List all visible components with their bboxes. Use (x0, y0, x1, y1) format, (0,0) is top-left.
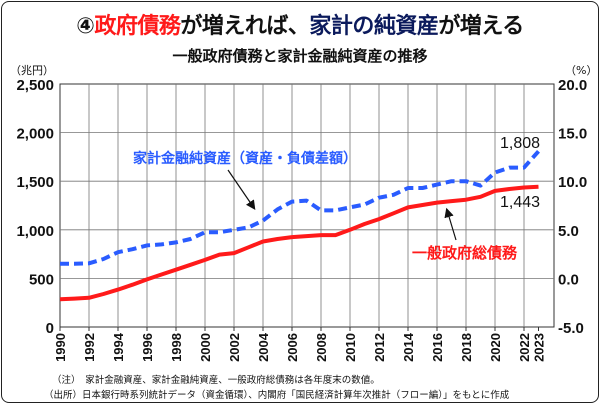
x-tick-label: 2018 (459, 333, 474, 362)
household-label-arrow (227, 169, 256, 210)
right-axis-unit: （%） (565, 64, 598, 77)
household-series-label: 家計金融純資産（資産・負債差額） (133, 150, 357, 167)
y-tick-label: 2,000 (16, 126, 54, 143)
x-tick-label: 2010 (343, 333, 358, 362)
y2-tick-label: 15.0 (558, 126, 587, 143)
y-tick-label: 500 (29, 271, 54, 288)
x-tick-label: 2006 (285, 333, 300, 362)
government-label-arrow (444, 207, 457, 241)
x-tick-label: 1996 (140, 333, 155, 362)
x-tick-label: 1990 (53, 333, 68, 362)
title-part-end: が増える (438, 14, 524, 39)
x-tick-label: 1994 (111, 332, 126, 362)
y2-tick-label: 20.0 (558, 77, 587, 94)
x-tick-label: 2014 (401, 332, 416, 362)
y-tick-label: 1,500 (16, 174, 54, 191)
y-tick-label: 2,500 (16, 77, 54, 94)
x-tick-label: 2020 (488, 333, 503, 362)
y-tick-label: 0 (46, 320, 54, 337)
y2-tick-label: 5.0 (558, 223, 579, 240)
title-part-household-assets: 家計の純資産 (309, 14, 439, 39)
x-tick-label: 2022 (517, 333, 532, 362)
x-tick-label: 2016 (430, 333, 445, 362)
left-axis-unit: （兆円） (10, 64, 54, 77)
chart-subtitle: 一般政府債務と家計金融純資産の推移 (172, 47, 428, 65)
title-number: ④ (76, 14, 95, 39)
x-tick-label: 2002 (227, 333, 242, 362)
government-end-value: 1,443 (500, 194, 540, 211)
x-tick-label: 2000 (198, 333, 213, 362)
x-tick-label: 2008 (314, 333, 329, 362)
government-debt-line (59, 184, 539, 302)
source-text: （出所）日本銀行時系列統計データ（資金循環）、内閣府「国民経済計算年次推計（フロ… (44, 390, 510, 401)
y2-tick-label: 10.0 (558, 174, 587, 191)
x-tick-label: 2012 (372, 333, 387, 362)
x-tick-label: 2023 (532, 333, 547, 362)
note-text: （注） 家計金融資産、家計金融純資産、一般政府総債務は各年度末の数値。 (52, 375, 380, 386)
government-series-label: 一般政府総債務 (412, 244, 518, 262)
chart-main-title: ④政府債務が増えれば、家計の純資産が増える (0, 8, 600, 40)
y-tick-label: 1,000 (16, 223, 54, 240)
household-end-value: 1,808 (500, 135, 540, 152)
y2-tick-label: -5.0 (558, 320, 584, 337)
title-part-connector: が増えれば、 (180, 14, 310, 39)
x-tick-label: 1998 (169, 333, 184, 362)
plot-border (59, 83, 555, 328)
x-tick-label: 1992 (82, 333, 97, 362)
x-tick-label: 2004 (256, 332, 271, 362)
y2-tick-label: 0.0 (558, 271, 579, 288)
title-part-government-debt: 政府債務 (94, 14, 181, 39)
